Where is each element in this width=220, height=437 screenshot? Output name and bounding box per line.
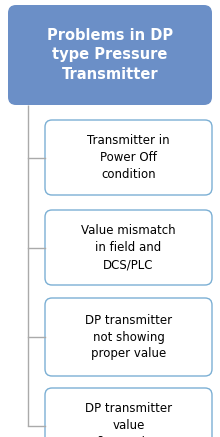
FancyBboxPatch shape bbox=[45, 120, 212, 195]
Text: DP transmitter
not showing
proper value: DP transmitter not showing proper value bbox=[85, 313, 172, 361]
Text: Value mismatch
in field and
DCS/PLC: Value mismatch in field and DCS/PLC bbox=[81, 224, 176, 271]
Text: DP transmitter
value
fluctuating: DP transmitter value fluctuating bbox=[85, 402, 172, 437]
Text: Problems in DP
type Pressure
Transmitter: Problems in DP type Pressure Transmitter bbox=[47, 28, 173, 82]
FancyBboxPatch shape bbox=[8, 5, 212, 105]
Text: Transmitter in
Power Off
condition: Transmitter in Power Off condition bbox=[87, 134, 170, 181]
FancyBboxPatch shape bbox=[45, 388, 212, 437]
FancyBboxPatch shape bbox=[45, 298, 212, 376]
FancyBboxPatch shape bbox=[45, 210, 212, 285]
